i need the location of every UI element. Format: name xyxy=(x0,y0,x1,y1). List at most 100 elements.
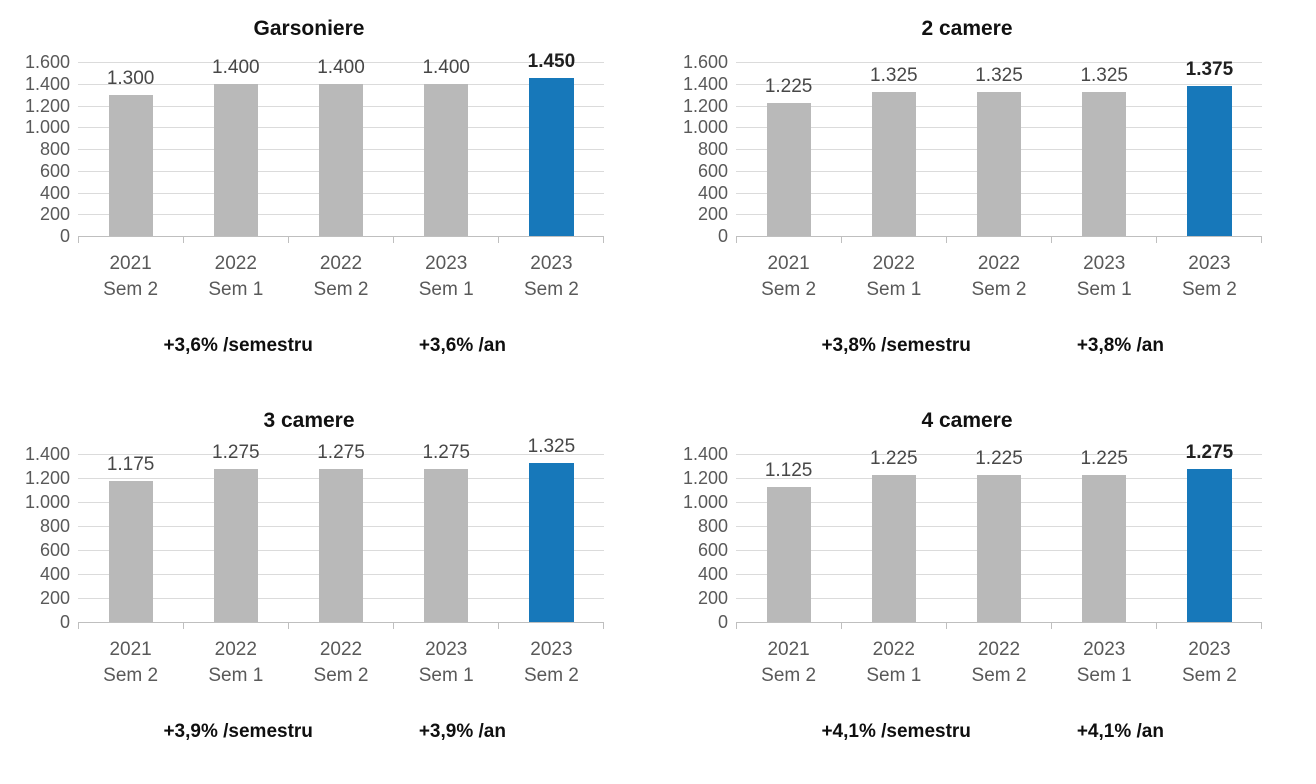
bar-value-label: 1.175 xyxy=(106,454,155,475)
bars: 1.175 1.275 1.275 1.275 1.325 xyxy=(78,436,604,622)
bar-value-label: 1.325 xyxy=(1080,64,1128,86)
bar-slot: 1.400 xyxy=(288,57,393,236)
chart-body: 1.600 1.400 1.200 1.000 800 600 400 200 0 1.225 1… xyxy=(672,52,1262,303)
chart-body: 1.400 1.200 1.000 800 600 400 200 0 1.125 1.225 1… xyxy=(672,442,1262,689)
semester-change-note: +3,8% /semestru xyxy=(821,335,971,356)
y-tick-label: 200 xyxy=(39,204,70,225)
bar-highlighted xyxy=(529,463,574,622)
x-axis-tick xyxy=(183,237,288,243)
bar xyxy=(976,91,1022,236)
bar-slot: 1.225 xyxy=(946,448,1051,622)
semester-change-note: +3,6% /semestru xyxy=(163,335,313,356)
chart-body: 1.400 1.200 1.000 800 600 400 200 0 1.175 1.275 1… xyxy=(14,436,604,689)
bars: 1.300 1.400 1.400 1.400 1.450 xyxy=(78,51,604,236)
bar-value-label: 1.275 xyxy=(422,442,470,463)
bar xyxy=(976,475,1022,622)
bar-chart: 4 camere 1.400 1.200 1.000 800 600 400 200 0 1.… xyxy=(658,392,1316,784)
y-tick-label: 1.200 xyxy=(682,468,728,488)
x-axis-tick xyxy=(393,237,498,243)
bar-value-label: 1.225 xyxy=(870,448,918,469)
bar-highlighted xyxy=(529,78,574,236)
x-axis-tick xyxy=(78,237,183,243)
x-axis-ticks xyxy=(736,623,1262,629)
y-axis-labels: 1.400 1.200 1.000 800 600 400 200 0 xyxy=(14,444,78,632)
y-tick-label: 1.200 xyxy=(682,95,728,116)
bar-value-label: 1.375 xyxy=(1185,59,1234,81)
bar xyxy=(424,469,469,622)
x-axis-ticks xyxy=(78,623,604,629)
x-axis-category-label: 2023 Sem 2 xyxy=(523,253,579,300)
x-axis-tick xyxy=(1051,623,1156,629)
y-tick-label: 200 xyxy=(697,588,728,608)
x-axis-category-label: 2023 Sem 2 xyxy=(1181,639,1237,686)
x-axis-category-label: 2021 Sem 2 xyxy=(761,639,817,686)
bar xyxy=(108,94,153,236)
bar-value-label: 1.225 xyxy=(764,75,813,97)
x-axis-category-label: 2022 Sem 1 xyxy=(866,253,922,300)
y-tick-label: 200 xyxy=(39,588,70,608)
x-axis-tick xyxy=(1051,237,1156,243)
bar xyxy=(318,469,364,622)
bar-slot: 1.450 xyxy=(499,51,604,236)
y-tick-label: 800 xyxy=(697,139,728,159)
y-tick-label: 400 xyxy=(697,182,728,203)
x-axis-tick xyxy=(946,237,1051,243)
y-tick-label: 1.200 xyxy=(24,468,70,488)
grid-line xyxy=(736,83,1262,85)
y-tick-label: 0 xyxy=(717,612,728,632)
y-tick-label: 400 xyxy=(39,182,70,203)
chart-title: Garsoniere xyxy=(253,17,365,40)
y-tick-label: 600 xyxy=(697,540,728,560)
grid-line xyxy=(736,454,1262,455)
y-tick-label: 400 xyxy=(39,564,70,584)
bar-slot: 1.125 xyxy=(736,454,841,622)
plot-area: 1.175 1.275 1.275 1.275 1.325 xyxy=(78,436,604,623)
bar-slot: 1.325 xyxy=(1052,62,1157,236)
bar-value-label: 1.450 xyxy=(527,51,576,73)
bar xyxy=(1082,475,1127,622)
x-axis-category-label: 2022 Sem 1 xyxy=(208,253,264,300)
bars: 1.225 1.325 1.325 1.325 1.375 xyxy=(736,59,1262,236)
x-axis-category-label: 2021 Sem 2 xyxy=(103,253,159,300)
x-axis-labels: 2021 Sem 2 2022 Sem 1 2022 Sem 2 2023 Sem 1 2023… xyxy=(736,637,1262,689)
y-tick-label: 1.000 xyxy=(682,117,728,138)
annual-change-note: +4,1% /an xyxy=(1076,721,1164,742)
x-axis-category-label: 2023 Sem 2 xyxy=(523,639,579,686)
x-axis-category-label: 2021 Sem 2 xyxy=(103,639,159,686)
bar xyxy=(871,91,916,236)
y-axis-labels: 1.600 1.400 1.200 1.000 800 600 400 200 0 xyxy=(672,52,736,246)
x-axis-labels: 2021 Sem 2 2022 Sem 1 2022 Sem 2 2023 Sem 1 2023… xyxy=(78,251,604,303)
bar-slot: 1.375 xyxy=(1157,59,1262,236)
y-tick-label: 400 xyxy=(697,564,728,584)
x-axis-category-label: 2021 Sem 2 xyxy=(761,253,817,300)
x-axis-ticks xyxy=(736,237,1262,243)
bar-value-label: 1.400 xyxy=(212,56,260,78)
chart-title: 3 camere xyxy=(263,409,355,432)
bar-slot: 1.400 xyxy=(394,57,499,236)
y-axis-labels: 1.600 1.400 1.200 1.000 800 600 400 200 0 xyxy=(14,52,78,246)
bar-value-label: 1.300 xyxy=(106,67,155,89)
bar xyxy=(871,475,916,622)
x-axis-tick xyxy=(841,623,946,629)
grid-line xyxy=(78,454,604,455)
y-axis-labels: 1.400 1.200 1.000 800 600 400 200 0 xyxy=(672,444,736,632)
x-axis-tick xyxy=(498,237,604,243)
bar-slot: 1.275 xyxy=(288,442,393,622)
plot-wrap: 1.300 1.400 1.400 1.400 1.450 2021 Sem 2 2022 S… xyxy=(78,51,604,303)
x-axis-category-label: 2023 Sem 1 xyxy=(1076,639,1132,686)
chart-body: 1.600 1.400 1.200 1.000 800 600 400 200 0 1.300 1… xyxy=(14,51,604,303)
bar-slot: 1.175 xyxy=(78,454,183,622)
bar-value-label: 1.325 xyxy=(975,64,1023,86)
bar-slot: 1.275 xyxy=(183,442,288,622)
y-tick-label: 600 xyxy=(39,540,70,560)
bar-slot: 1.225 xyxy=(841,448,946,622)
x-axis-category-label: 2023 Sem 2 xyxy=(1181,253,1237,300)
y-tick-label: 1.400 xyxy=(682,444,728,464)
bar-value-label: 1.225 xyxy=(975,448,1023,469)
x-axis-category-label: 2022 Sem 2 xyxy=(313,253,369,300)
x-axis-category-label: 2022 Sem 1 xyxy=(866,639,922,686)
plot-area: 1.225 1.325 1.325 1.325 1.375 xyxy=(736,59,1262,237)
bar-value-label: 1.225 xyxy=(1080,448,1128,469)
bar xyxy=(1082,91,1127,236)
